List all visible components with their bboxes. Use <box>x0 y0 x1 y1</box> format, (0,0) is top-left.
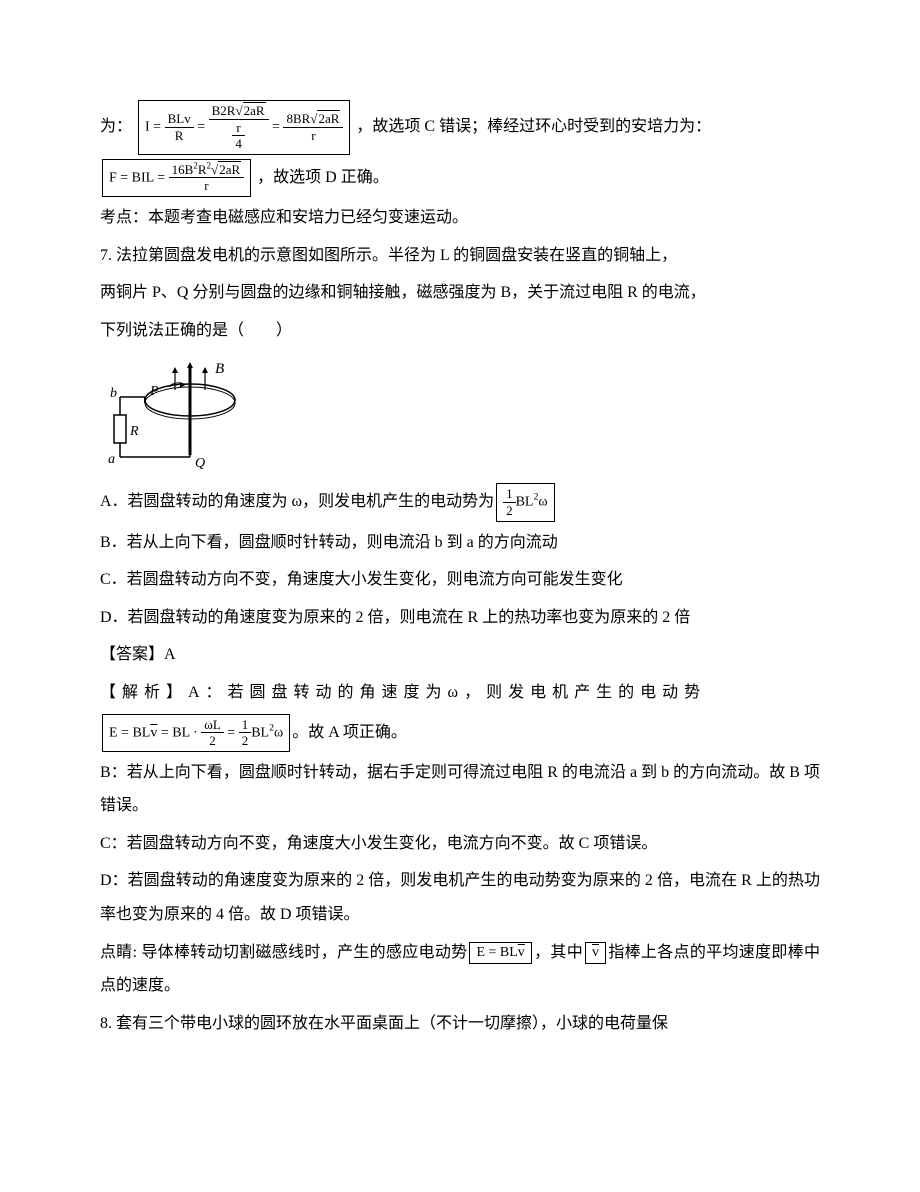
q7-explA: 【解析】A：若圆盘转动的角速度为ω，则发电机产生的电动势 <box>100 676 820 710</box>
q7-optC: C．若圆盘转动方向不变，角速度大小发生变化，则电流方向可能发生变化 <box>100 563 820 597</box>
svg-text:b: b <box>110 386 117 401</box>
svg-text:R: R <box>129 424 139 439</box>
q7-explA-tail: 。故 A 项正确。 <box>292 723 407 740</box>
para-formula-F: F = BIL = 16B2R2√2aRr ，故选项 D 正确。 <box>100 159 820 197</box>
q7-explA-lead: 【解析】A：若圆盘转动的角速度为ω，则发电机产生的电动势 <box>100 684 706 701</box>
p2-tail: ，故选项 D 正确。 <box>257 169 389 186</box>
q7-optD: D．若圆盘转动的角速度变为原来的 2 倍，则电流在 R 上的热功率也变为原来的 … <box>100 601 820 635</box>
q7-hint-formula1: E = BLv <box>469 942 531 965</box>
q7-optA: A．若圆盘转动的角速度为 ω，则发电机产生的电动势为12BL2ω <box>100 483 820 521</box>
q7-hint-formula2: v <box>585 942 606 965</box>
q8-stem: 8. 套有三个带电小球的圆环放在水平面桌面上（不计一切摩擦），小球的电荷量保 <box>100 1007 820 1041</box>
p1-lead: 为： <box>100 118 132 135</box>
q7-explC: C：若圆盘转动方向不变，角速度大小发生变化，电流方向不变。故 C 项错误。 <box>100 827 820 861</box>
para-formula-I: 为： I = BLvR = B2R√2aR r4 = 8BR√2aRr ，故选项… <box>100 100 820 155</box>
formula-I: I = BLvR = B2R√2aR r4 = 8BR√2aRr <box>138 100 350 155</box>
q7-answer: 【答案】A <box>100 638 820 672</box>
q7-explD: D：若圆盘转动的角速度变为原来的 2 倍，则发电机产生的电动势变为原来的 2 倍… <box>100 864 820 931</box>
q7-stem-3: 下列说法正确的是（ ） <box>100 314 820 348</box>
q7-stem-2: 两铜片 P、Q 分别与圆盘的边缘和铜轴接触，磁感强度为 B，关于流过电阻 R 的… <box>100 276 820 310</box>
svg-text:P: P <box>149 384 159 399</box>
q7-stem-1: 7. 法拉第圆盘发电机的示意图如图所示。半径为 L 的铜圆盘安装在竖直的铜轴上， <box>100 239 820 273</box>
q7-optB: B．若从上向下看，圆盘顺时针转动，则电流沿 b 到 a 的方向流动 <box>100 526 820 560</box>
q7-explA-formula: E = BLv = BL · ωL2 = 12BL2ω <box>102 714 290 752</box>
svg-text:B: B <box>215 361 224 377</box>
q7-hint-lead: 点睛: 导体棒转动切割磁感线时，产生的感应电动势 <box>100 944 467 961</box>
q7-explB: B：若从上向下看，圆盘顺时针转动，据右手定则可得流过电阻 R 的电流沿 a 到 … <box>100 756 820 823</box>
q7-explA-formula-line: E = BLv = BL · ωL2 = 12BL2ω 。故 A 项正确。 <box>100 714 820 752</box>
svg-text:a: a <box>108 452 115 467</box>
svg-text:Q: Q <box>195 456 205 471</box>
q7-hint-mid: ，其中 <box>534 944 583 961</box>
p1-tail: ，故选项 C 错误；棒经过环心时受到的安培力为： <box>356 118 711 135</box>
q7-optA-lead: A．若圆盘转动的角速度为 ω，则发电机产生的电动势为 <box>100 493 494 510</box>
q7-hint: 点睛: 导体棒转动切割磁感线时，产生的感应电动势E = BLv，其中v指棒上各点… <box>100 936 820 1003</box>
para-kaodian: 考点：本题考查电磁感应和安培力已经匀变速运动。 <box>100 201 820 235</box>
q7-figure: B P b R a Q <box>100 355 820 475</box>
q7-optA-formula: 12BL2ω <box>496 483 555 521</box>
formula-F: F = BIL = 16B2R2√2aRr <box>102 159 251 197</box>
